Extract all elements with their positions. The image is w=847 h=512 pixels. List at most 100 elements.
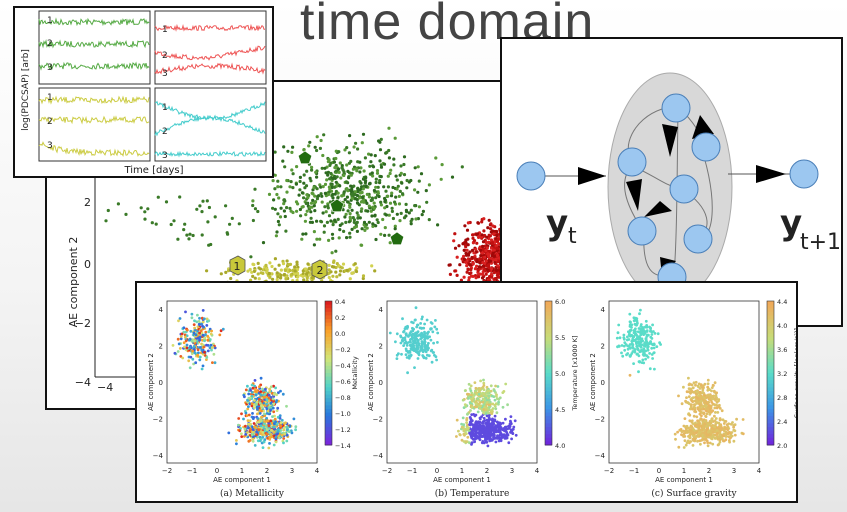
colorbar-segment — [767, 366, 774, 370]
colorbar-segment — [545, 301, 552, 305]
scatter-point — [268, 275, 271, 278]
subplot-point — [207, 330, 210, 333]
colorbar-segment — [545, 409, 552, 413]
scatter-point — [490, 267, 493, 270]
subplot-point — [632, 362, 635, 365]
subplot-point — [499, 431, 502, 434]
scatter-point — [375, 178, 378, 181]
subplot-point — [213, 353, 216, 356]
scatter-point — [354, 197, 357, 200]
scatter-point — [363, 229, 366, 232]
subplot-point — [480, 415, 483, 418]
subplot-point — [480, 395, 483, 398]
subplot-point — [698, 383, 701, 386]
colorbar-tick-label: 4.5 — [555, 406, 565, 414]
subplot-point — [466, 426, 469, 429]
y-tick-label: 2 — [159, 343, 163, 351]
scatter-point — [360, 207, 363, 210]
subplot-point — [703, 441, 706, 444]
subplot-point — [198, 320, 201, 323]
y-tick-label: −2 — [595, 416, 605, 424]
colorbar-tick-label: 4.0 — [777, 322, 787, 330]
scatter-point — [403, 155, 406, 158]
colorbar-segment — [545, 398, 552, 402]
subplot-point — [715, 391, 718, 394]
subplot-point — [687, 440, 690, 443]
scatter-point — [369, 182, 372, 185]
subplot-point — [716, 429, 719, 432]
scatter-point — [323, 167, 326, 170]
colorbar-tick-label: −0.8 — [335, 394, 351, 402]
subplot-point — [727, 422, 730, 425]
colorbar-segment — [545, 427, 552, 431]
scatter-point — [490, 230, 493, 233]
scatter-point — [277, 220, 280, 223]
subplot-point — [172, 344, 175, 347]
subplot-point — [201, 368, 204, 371]
colorbar-segment — [325, 423, 332, 427]
subplot-point — [271, 415, 274, 418]
subplot-point — [436, 341, 439, 344]
scatter-point — [319, 220, 322, 223]
subplot-point — [466, 436, 469, 439]
scatter-point — [380, 203, 383, 206]
colorbar-segment — [325, 333, 332, 337]
colorbar-segment — [767, 330, 774, 334]
subplot-point — [426, 354, 429, 357]
colorbar-segment — [325, 402, 332, 406]
colorbar-tick-label: −1.0 — [335, 410, 351, 418]
scatter-point — [362, 187, 365, 190]
subplot-point — [198, 332, 201, 335]
scatter-point — [418, 205, 421, 208]
subplot-point — [406, 344, 409, 347]
subplot-point — [626, 339, 629, 342]
scatter-point — [321, 201, 324, 204]
scatter-point — [366, 210, 369, 213]
subplot-point — [274, 418, 277, 421]
subplot-point — [211, 361, 214, 364]
y-tick-label: 2 — [84, 196, 91, 209]
subplot-point — [479, 405, 482, 408]
subplot-point — [430, 350, 433, 353]
subplot-point — [396, 357, 399, 360]
scatter-point — [328, 188, 331, 191]
y-tick-label: 0 — [379, 379, 383, 387]
colorbar-segment — [767, 434, 774, 438]
scatter-point — [374, 214, 377, 217]
subplot-point — [235, 439, 238, 442]
scatter-point — [391, 186, 394, 189]
subplot-point — [504, 426, 507, 429]
subplot-point — [205, 344, 208, 347]
scatter-point — [302, 196, 305, 199]
subplot-point — [691, 419, 694, 422]
scatter-point — [383, 197, 386, 200]
scatter-point — [485, 236, 488, 239]
output-label: y — [780, 203, 802, 243]
colorbar-segment — [767, 373, 774, 377]
scatter-point — [200, 210, 203, 213]
scatter-point — [379, 233, 382, 236]
scatter-point — [339, 176, 342, 179]
scatter-point — [371, 222, 374, 225]
subplot-point — [272, 402, 275, 405]
subplot-axes — [167, 301, 317, 463]
subplot-point — [417, 357, 420, 360]
subplot-point — [244, 433, 247, 436]
subplot-point — [204, 333, 207, 336]
subplot-point — [468, 432, 471, 435]
scatter-point — [334, 271, 337, 274]
y-axis-label: AE component 2 — [589, 353, 597, 411]
scatter-point — [338, 184, 341, 187]
scatter-point — [279, 215, 282, 218]
subplot-point — [198, 323, 201, 326]
subplot-point — [698, 422, 701, 425]
scatter-point — [358, 188, 361, 191]
subplot-point — [274, 420, 277, 423]
subplot-point — [174, 352, 177, 355]
scatter-point — [349, 216, 352, 219]
scatter-point — [264, 264, 267, 267]
y-tick-label: 0 — [601, 379, 605, 387]
subplot-point — [644, 358, 647, 361]
scatter-point — [253, 188, 256, 191]
subplot-point — [636, 336, 639, 339]
